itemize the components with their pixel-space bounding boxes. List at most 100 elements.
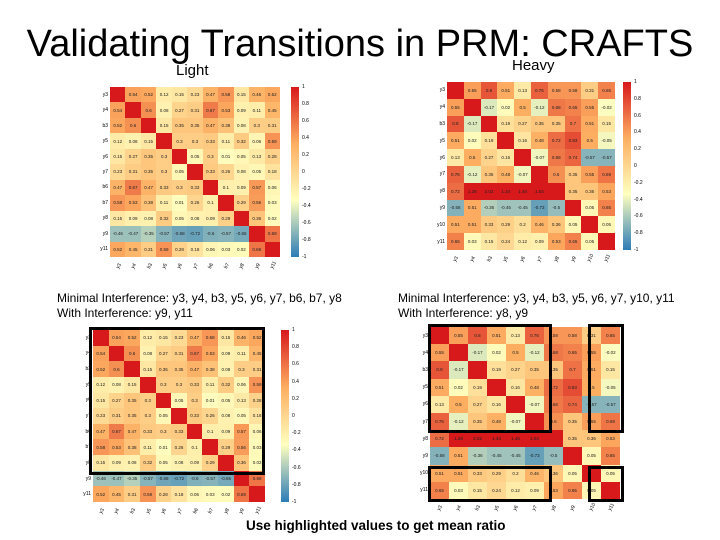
light-top-cell: 0.09 (233, 179, 250, 196)
heavy-bottom-cell: -0.58 (430, 447, 449, 465)
heavy-top-cell: 0.5 (581, 132, 599, 150)
heavy-top-cell: 0.05 (581, 233, 599, 250)
light-top-cell: 0.35 (171, 117, 188, 134)
heavy-caption-1: Minimal Interference: y3, y4, b3, y5, y6… (398, 291, 675, 305)
slide-title: Validating Transitions in PRM: CRAFTS (26, 23, 694, 65)
heavy-top-cell: -0.36 (480, 199, 498, 217)
light-bottom-row-label: b7 (85, 444, 91, 451)
heavy-bottom-cell: 0.16 (487, 395, 506, 413)
heavy-top-col-label: b3 (485, 255, 494, 263)
heavy-bottom-cell: 0.31 (582, 327, 601, 345)
light-bottom-cell: 0.53 (202, 345, 219, 362)
light-top-cell: 0.47 (202, 87, 219, 103)
heavy-top-cell: 0.53 (547, 233, 565, 250)
light-bottom-cell: 0.3 (155, 376, 172, 393)
heavy-bottom-row-label: y7 (422, 418, 428, 425)
heavy-bottom-cell: 0.48 (487, 413, 506, 431)
heavy-top-cell: 0.19 (480, 132, 498, 150)
heavy-bottom-cell: 0.55 (430, 344, 449, 362)
light-bottom-colorbar-tick: 0.2 (292, 395, 299, 402)
heavy-top-cell: 0.72 (447, 182, 464, 200)
heavy-heatmap-top-grid: 0.55 0.8 0.51 0.13 0.76 0.58 0.58 0.31 0.65 0.55-… (447, 82, 615, 250)
light-bottom-row-label: y5 (85, 381, 91, 388)
light-bottom-cell: 0.31 (249, 361, 265, 377)
light-top-cell: 0.23 (110, 164, 126, 180)
heavy-top-row-label: y7 (439, 171, 445, 178)
heavy-top-cell: 0.58 (564, 82, 582, 99)
light-bottom-cell: 0.11 (139, 439, 156, 456)
light-top-cell (218, 195, 234, 211)
heavy-top-cell: 0.48 (497, 165, 515, 183)
light-bottom-cell: 0.3 (186, 392, 203, 409)
light-bottom-cell: 0.31 (124, 486, 140, 502)
light-bottom-row-label: b3 (85, 366, 91, 373)
light-top-cell: 0.12 (156, 87, 172, 103)
light-bottom-cell: 0.05 (155, 408, 172, 424)
light-top-cell: 0.58 (110, 195, 126, 211)
heavy-top-cell: -0.57 (581, 149, 599, 166)
light-bottom-row-label: y11 (83, 491, 91, 498)
light-top-col-label: y8 (238, 262, 247, 270)
light-bottom-cell: 0.29 (218, 439, 234, 456)
heavy-bottom-cell: 0.53 (544, 481, 563, 499)
light-bottom-cell: 0.26 (171, 439, 187, 456)
light-top-col-label: b3 (145, 262, 154, 270)
light-colorbar-top (291, 87, 299, 257)
heavy-heatmap-bottom: 0.55 0.8 0.51 0.13 0.76 0.58 0.58 0.31 0.65 0.55-… (400, 322, 635, 517)
heavy-top-cell: 0.5 (514, 98, 531, 116)
light-top-cell: 0.13 (249, 148, 265, 165)
light-top-cell: 0.46 (249, 87, 265, 103)
heavy-top-cell: 0.48 (530, 132, 548, 150)
heavy-top-colorbar-tick: 1 (634, 79, 637, 85)
heavy-top-colorbar-tick: -1 (634, 247, 639, 253)
heavy-bottom-cell: 0.74 (563, 395, 582, 413)
heavy-bottom-cell (487, 378, 506, 396)
heavy-bottom-cell: 0.83 (563, 378, 582, 396)
light-bottom-cell: 0.02 (218, 486, 234, 502)
light-top-cell: 0.11 (156, 195, 172, 211)
light-bottom-cell (202, 439, 219, 456)
light-bottom-cell: 0.1 (202, 423, 219, 440)
heavy-top-cell: 0.05 (598, 216, 615, 234)
light-top-cell: 0.18 (264, 164, 280, 180)
heavy-bottom-cell: -0.57 (582, 395, 601, 413)
light-top-cell: 0.26 (187, 195, 203, 211)
light-bottom-cell: 0.54 (108, 330, 125, 346)
light-top-colorbar-tick: 1 (302, 84, 305, 90)
heavy-top-cell: -0.58 (447, 199, 464, 217)
heavy-top-colorbar-tick: -0.2 (634, 179, 643, 186)
heavy-bottom-cell (506, 395, 525, 413)
heavy-bottom-col-label: y9 (568, 504, 577, 512)
heavy-bottom-col-label: y10 (587, 502, 597, 512)
heavy-top-cell: 0.27 (480, 149, 498, 166)
heavy-top-cell: 0.68 (547, 98, 565, 116)
heavy-top-cell: 0.55 (447, 98, 464, 116)
heavy-top-cell: -0.5 (547, 199, 565, 217)
light-bottom-cell: 0.15 (218, 330, 234, 346)
heavy-top-row-label: y6 (439, 154, 445, 161)
heavy-top-cell: 0.13 (514, 82, 531, 99)
light-bottom-colorbar-tick: -0.6 (292, 464, 301, 471)
light-bottom-cell: 0.33 (186, 376, 203, 393)
heavy-bottom-cell: 0.19 (468, 378, 487, 396)
heavy-bottom-cell: 2.02 (468, 430, 487, 448)
light-bottom-cell: 0.03 (202, 486, 219, 502)
heavy-top-row-label: b3 (439, 121, 445, 127)
light-bottom-cell: 0.15 (93, 455, 109, 471)
light-top-colorbar-tick: -0.2 (302, 186, 311, 192)
heavy-top-cell: 0.05 (564, 216, 582, 234)
heavy-top-cell: -0.02 (598, 98, 615, 116)
light-bottom-col-label: y8 (222, 507, 231, 515)
heavy-bottom-cell: 0.69 (601, 413, 620, 431)
light-bottom-cell: 0.52 (124, 330, 140, 346)
heavy-top-cell: 0.55 (581, 98, 599, 116)
heavy-top-cell: 0.65 (598, 82, 615, 99)
heavy-top-cell: 0.6 (547, 165, 565, 183)
heavy-top-cell: 1.04 (530, 182, 548, 200)
heavy-top-cell: 0.51 (447, 132, 464, 150)
light-bottom-cell: 0.57 (233, 423, 250, 440)
heavy-top-col-label: y11 (603, 253, 613, 263)
light-bottom-cell (124, 361, 140, 377)
heavy-bottom-cell: 0.27 (506, 361, 525, 379)
heavy-caption-2: With Interference: y8, y9 (398, 306, 529, 320)
